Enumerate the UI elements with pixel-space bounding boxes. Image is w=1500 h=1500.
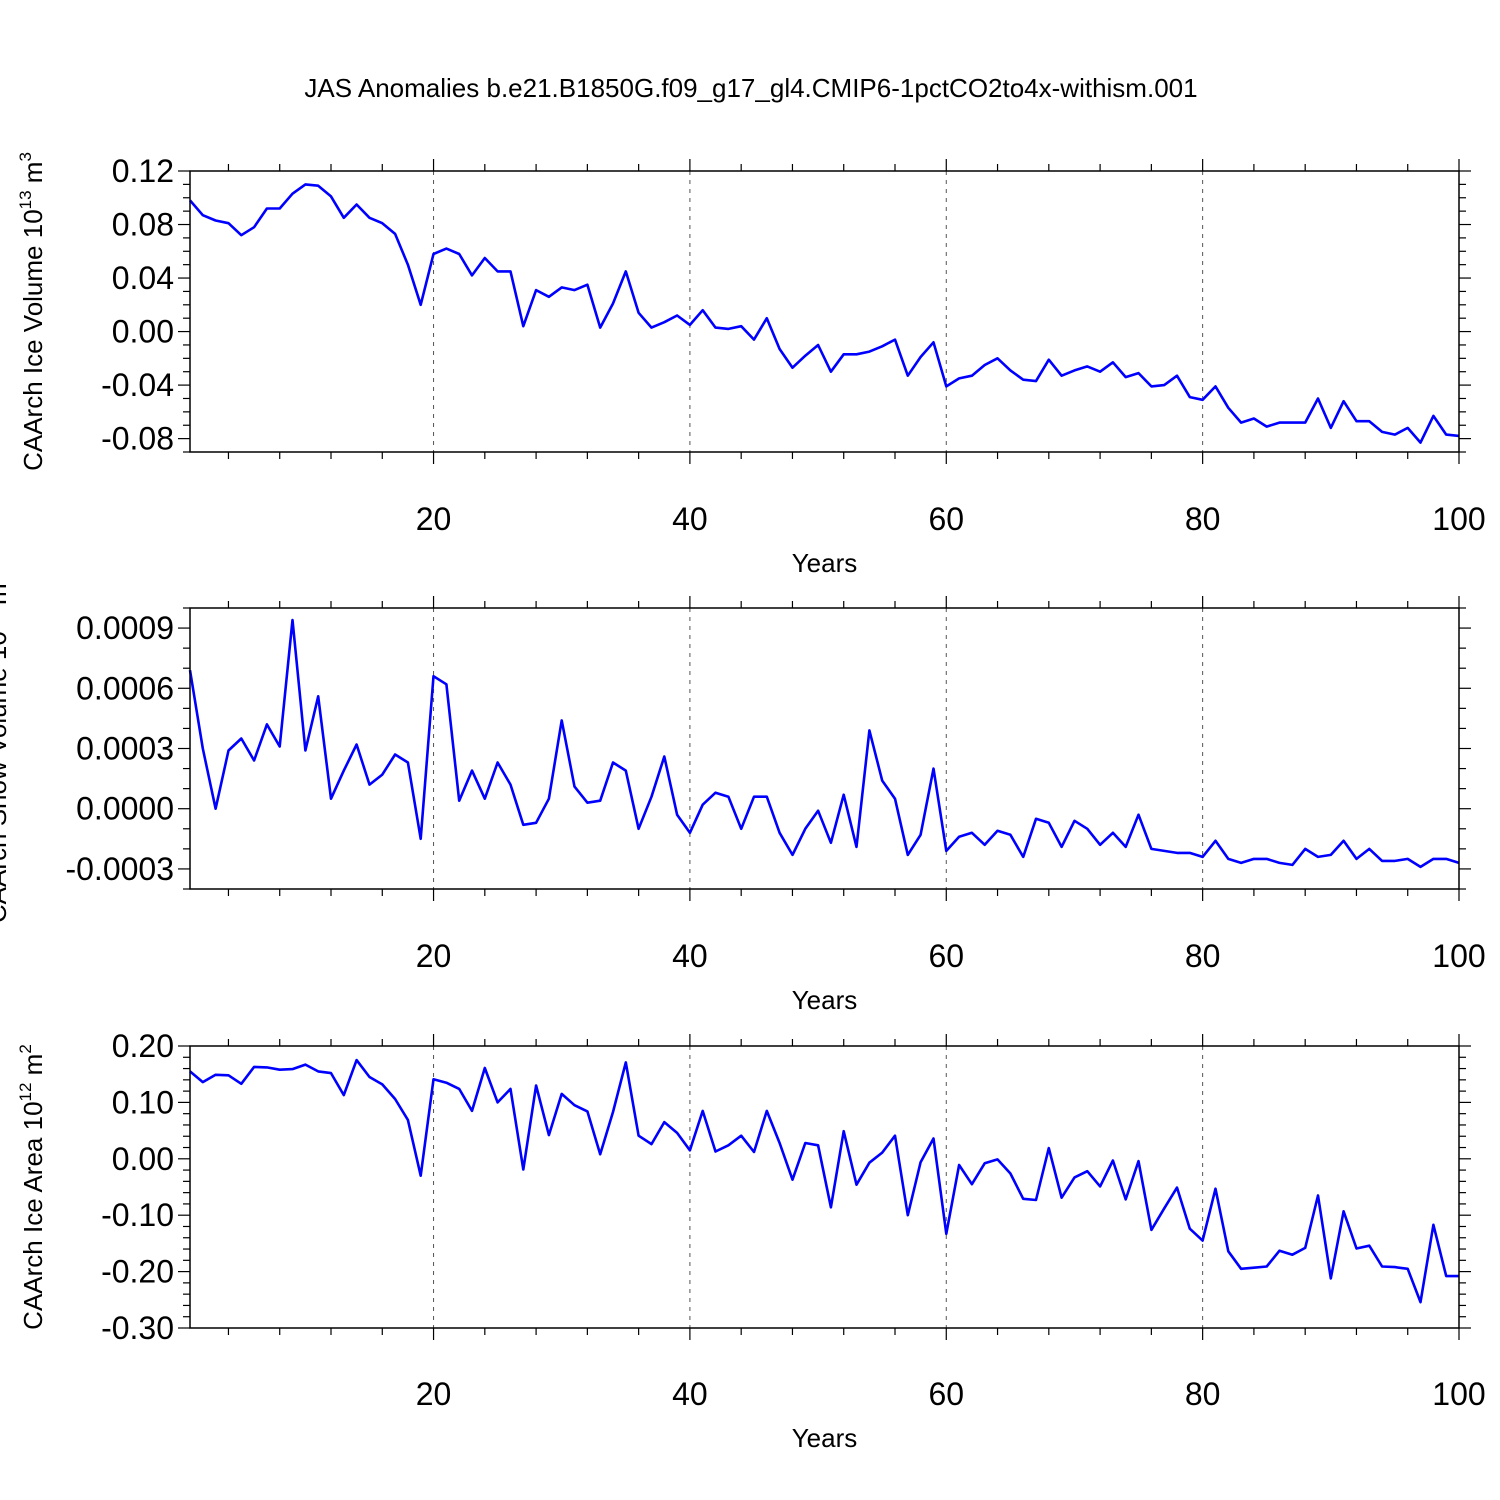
snow-volume-ytick-label: 0.0009 (76, 610, 174, 646)
snow-volume-xlabel: Years (792, 985, 858, 1015)
snow-volume-xtick-label: 80 (1185, 938, 1221, 974)
ice-volume-ylabel: CAArch Ice Volume 1013 m3 (16, 152, 48, 471)
ice-area-xtick-label: 40 (672, 1376, 708, 1412)
ice-volume-ytick-label: -0.04 (101, 367, 174, 403)
snow-volume-xtick-label: 100 (1432, 938, 1485, 974)
ice-volume-ytick-label: -0.08 (101, 421, 174, 457)
ice-area-xtick-label: 100 (1432, 1376, 1485, 1412)
snow-volume-ylabel: CAArch Snow Volume 1013 m3 (0, 574, 12, 923)
panel-snow-volume: 0.0009 0.0006 0.0003 0.0000 -0.0003 20 40 60 80 1… (0, 574, 1486, 1015)
chart-title: JAS Anomalies b.e21.B1850G.f09_g17_gl4.C… (304, 73, 1197, 103)
ice-volume-xtick-label: 60 (928, 501, 964, 537)
snow-volume-xtick-label: 20 (416, 938, 452, 974)
ice-volume-plot-frame (189, 170, 1460, 453)
ice-volume-ytick-label: 0.12 (112, 153, 174, 189)
ice-volume-series-line (189, 183, 1460, 444)
ice-area-series-line (189, 1058, 1459, 1304)
ice-area-ytick-label: -0.20 (101, 1254, 174, 1290)
ice-area-ytick-label: 0.10 (112, 1084, 174, 1120)
ice-volume-xtick-label: 40 (672, 501, 708, 537)
ice-volume-ytick-label: 0.00 (112, 314, 174, 350)
ice-volume-xlabel: Years (792, 548, 858, 578)
ice-volume-xtick-label: 100 (1432, 501, 1485, 537)
ice-volume-xtick-label: 80 (1185, 501, 1221, 537)
ice-volume-ytick-label: 0.08 (112, 207, 174, 243)
ice-area-ytick-label: 0.00 (112, 1141, 174, 1177)
snow-volume-xtick-label: 60 (928, 938, 964, 974)
ice-area-xlabel: Years (792, 1423, 858, 1453)
panel-ice-volume: 0.12 0.08 0.04 0.00 -0.04 -0.08 20 40 60 80 100 Yea… (16, 152, 1486, 578)
ice-area-xtick-label: 20 (416, 1376, 452, 1412)
snow-volume-ytick-label: -0.0003 (65, 851, 174, 887)
snow-volume-ytick-label: 0.0000 (76, 791, 174, 827)
ice-area-ylabel: CAArch Ice Area 1012 m2 (16, 1044, 48, 1330)
ice-volume-xtick-label: 20 (416, 501, 452, 537)
ice-area-ytick-label: 0.20 (112, 1028, 174, 1064)
ice-area-ytick-label: -0.10 (101, 1197, 174, 1233)
snow-volume-ytick-label: 0.0003 (76, 731, 174, 767)
snow-volume-series-line (188, 618, 1460, 869)
ice-area-ytick-label: -0.30 (101, 1310, 174, 1346)
snow-volume-ytick-label: 0.0006 (76, 670, 174, 706)
snow-volume-plot-frame (189, 607, 1460, 890)
ice-area-xtick-label: 80 (1185, 1376, 1221, 1412)
ice-area-xtick-label: 60 (928, 1376, 964, 1412)
ice-area-plot-frame (189, 1045, 1460, 1329)
ice-volume-ytick-label: 0.04 (112, 260, 174, 296)
panel-ice-area: 0.20 0.10 0.00 -0.10 -0.20 -0.30 20 40 60 80 100 Ye… (16, 1028, 1486, 1453)
snow-volume-xtick-label: 40 (672, 938, 708, 974)
